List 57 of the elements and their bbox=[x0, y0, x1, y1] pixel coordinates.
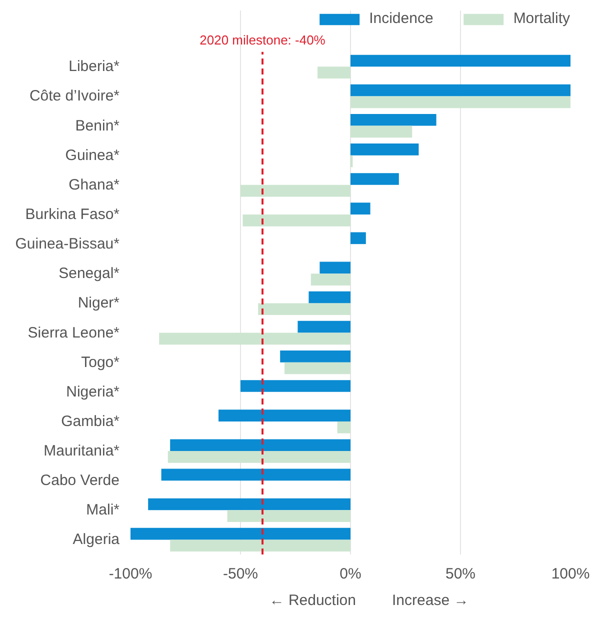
y-tick-label: Mali* bbox=[86, 502, 120, 519]
bar bbox=[161, 468, 350, 481]
y-tick-label: Liberia* bbox=[68, 58, 120, 76]
y-tick-label: Burkina Faso* bbox=[25, 206, 120, 223]
bar bbox=[170, 540, 350, 552]
x-tick-label: -100% bbox=[108, 566, 152, 582]
bar bbox=[350, 114, 436, 126]
bar bbox=[350, 202, 370, 214]
bar bbox=[350, 84, 570, 96]
bar bbox=[258, 303, 350, 316]
x-tick-label: 50% bbox=[445, 566, 476, 582]
bar bbox=[350, 96, 570, 108]
bar bbox=[168, 451, 350, 463]
y-tick-label: Côte d’Ivoire* bbox=[29, 88, 120, 105]
bar bbox=[170, 439, 350, 452]
y-tick-label: Benin* bbox=[75, 117, 120, 134]
y-tick-label: Gambia* bbox=[61, 412, 120, 430]
y-tick-label: Cabo Verde bbox=[40, 472, 120, 490]
y-tick-label: Nigeria* bbox=[66, 383, 120, 400]
ref-line-label: 2020 milestone: -40% bbox=[200, 32, 326, 48]
bar bbox=[227, 510, 350, 522]
bar bbox=[242, 214, 350, 226]
y-tick-label: Ghana* bbox=[68, 176, 120, 194]
y-tick-label: Senegal* bbox=[58, 265, 120, 282]
y-tick-label: Algeria bbox=[72, 531, 120, 548]
y-tick-label: Guinea-Bissau* bbox=[15, 236, 120, 253]
bar bbox=[320, 262, 350, 274]
text: Increase → bbox=[392, 592, 469, 609]
bar bbox=[350, 173, 399, 185]
y-tick-label: Mauritania* bbox=[44, 442, 120, 460]
y-tick-label: Guinea* bbox=[65, 146, 120, 164]
bar bbox=[308, 291, 350, 304]
text: ← Reduction bbox=[269, 592, 356, 609]
bar bbox=[350, 232, 366, 244]
bar bbox=[318, 66, 350, 78]
legend-label: Mortality bbox=[513, 10, 570, 27]
bar bbox=[350, 126, 412, 138]
bar bbox=[218, 410, 350, 422]
bar bbox=[298, 320, 350, 333]
bar bbox=[337, 421, 350, 434]
bar bbox=[350, 54, 570, 67]
bar bbox=[350, 144, 419, 156]
bar bbox=[284, 362, 350, 374]
bar bbox=[148, 498, 350, 510]
bar bbox=[240, 380, 350, 392]
y-tick-label: Niger* bbox=[78, 294, 120, 312]
bar bbox=[310, 274, 350, 286]
x-tick-label: 0% bbox=[340, 566, 362, 582]
x-tick-label: -50% bbox=[222, 566, 258, 582]
bar bbox=[159, 332, 350, 345]
bar bbox=[130, 528, 350, 540]
y-tick-label: Sierra Leone* bbox=[28, 324, 120, 342]
y-tick-label: Togo* bbox=[81, 354, 120, 371]
legend-label: Incidence bbox=[369, 10, 434, 27]
bar bbox=[240, 184, 350, 197]
bar bbox=[280, 350, 350, 362]
x-tick-label: 100% bbox=[551, 566, 590, 582]
